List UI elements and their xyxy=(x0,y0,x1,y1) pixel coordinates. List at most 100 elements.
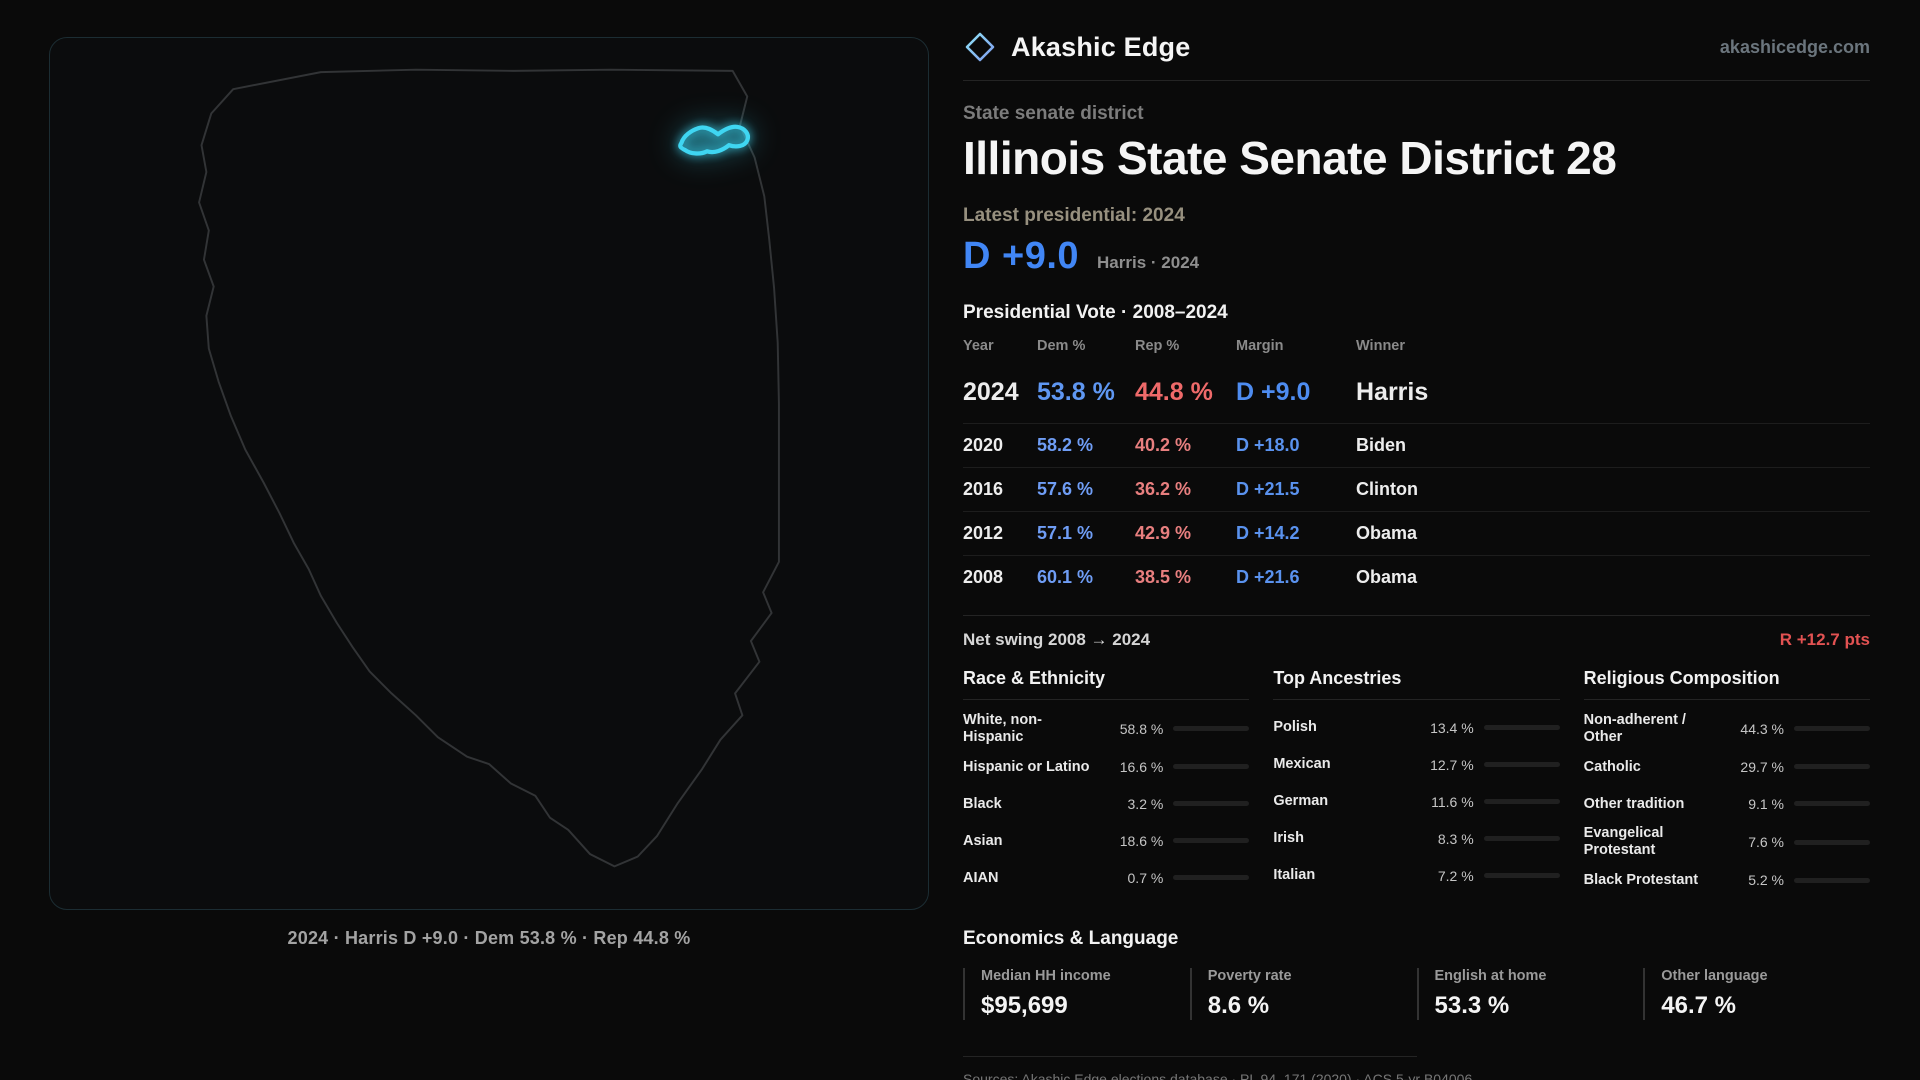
demo-bar xyxy=(1483,836,1560,841)
demo-bar xyxy=(1483,725,1560,730)
footer-divider xyxy=(963,1055,1417,1057)
year-cell: 2008 xyxy=(963,567,1004,587)
demo-row: Italian 7.2 % xyxy=(1273,860,1560,891)
dem-cell: 57.1 % xyxy=(1037,523,1094,543)
demo-bar xyxy=(1794,839,1870,845)
winner-cell: Biden xyxy=(1356,435,1407,455)
ancestries-panel: Top Ancestries Polish 13.4 % Mexican 12.… xyxy=(1273,668,1560,902)
margin-cell: D +9.0 xyxy=(1236,378,1311,406)
vote-table: Year Dem % Rep % Margin Winner 2024 53.8… xyxy=(963,338,1870,599)
rep-cell: 44.8 % xyxy=(1135,378,1213,406)
table-row-2020: 2020 58.2 % 40.2 % D +18.0 Biden xyxy=(963,424,1870,468)
demo-value: 12.7 % xyxy=(1430,756,1474,773)
demo-label: Italian xyxy=(1273,867,1316,884)
rep-cell: 40.2 % xyxy=(1135,435,1192,455)
table-row-2008: 2008 60.1 % 38.5 % D +21.6 Obama xyxy=(963,556,1870,599)
panel-title: Religious Composition xyxy=(1583,668,1870,700)
demo-bar xyxy=(1173,838,1250,844)
table-row-2016: 2016 57.6 % 36.2 % D +21.5 Clinton xyxy=(963,468,1870,512)
demo-value: 0.7 % xyxy=(1127,869,1164,886)
margin-cell: D +21.5 xyxy=(1236,479,1300,499)
race-ethnicity-panel: Race & Ethnicity White, non-Hispanic 58.… xyxy=(963,668,1250,902)
col-year: Year xyxy=(963,338,994,354)
stat-value: 53.3 % xyxy=(1434,991,1510,1019)
demo-label: Non-adherent / Other xyxy=(1583,712,1686,745)
brand-domain-link[interactable]: akashicedge.com xyxy=(1719,36,1870,57)
stat-value: $95,699 xyxy=(981,991,1068,1019)
table-bottom-divider xyxy=(963,615,1870,616)
brand-name: Akashic Edge xyxy=(1011,31,1191,62)
vote-table-title: Presidential Vote · 2008–2024 xyxy=(963,302,1228,323)
demo-row: Black 3.2 % xyxy=(963,788,1250,819)
demo-label: Other tradition xyxy=(1583,795,1685,812)
diamond-logo-icon xyxy=(965,32,995,62)
demo-value: 3.2 % xyxy=(1127,795,1164,812)
district-28-shape[interactable] xyxy=(678,124,750,156)
demo-label: AIAN xyxy=(963,869,999,886)
demo-bar xyxy=(1794,726,1870,732)
page-title: Illinois State Senate District 28 xyxy=(963,132,1617,184)
demo-bar xyxy=(1794,764,1870,770)
demo-label: Irish xyxy=(1273,830,1304,847)
rep-cell: 36.2 % xyxy=(1135,479,1192,499)
winner-cell: Obama xyxy=(1356,567,1418,587)
panel-title: Race & Ethnicity xyxy=(963,668,1250,700)
illinois-map xyxy=(198,68,780,868)
demo-value: 29.7 % xyxy=(1740,758,1784,775)
demo-bar xyxy=(1483,873,1560,878)
demo-value: 44.3 % xyxy=(1740,720,1784,737)
demo-value: 16.6 % xyxy=(1119,758,1164,775)
stat-value: 8.6 % xyxy=(1207,991,1270,1019)
stat-label: Poverty rate xyxy=(1207,967,1292,984)
winner-cell: Obama xyxy=(1356,523,1418,543)
sources-text: Sources: Akashic Edge elections database… xyxy=(963,1070,1473,1080)
table-row-2024: 2024 53.8 % 44.8 % D +9.0 Harris xyxy=(963,364,1870,424)
col-margin: Margin xyxy=(1236,338,1284,354)
stat-value: 46.7 % xyxy=(1661,991,1736,1019)
net-swing-value: R +12.7 pts xyxy=(1779,630,1870,649)
table-row-2012: 2012 57.1 % 42.9 % D +14.2 Obama xyxy=(963,512,1870,556)
footer: Sources: Akashic Edge elections database… xyxy=(963,1055,1870,1080)
dem-cell: 60.1 % xyxy=(1037,567,1094,587)
demo-value: 11.6 % xyxy=(1431,793,1474,810)
demo-bar xyxy=(1794,877,1870,883)
vote-table-header: Year Dem % Rep % Margin Winner xyxy=(963,338,1870,364)
demo-row: Asian 18.6 % xyxy=(963,825,1250,856)
winner-cell: Clinton xyxy=(1356,479,1418,499)
net-swing-row: Net swing 2008 → 2024 R +12.7 pts xyxy=(963,630,1870,650)
demo-label: White, non-Hispanic xyxy=(963,712,1042,745)
map-column: 2024 · Harris D +9.0 · Dem 53.8 % · Rep … xyxy=(0,0,929,1080)
year-cell: 2016 xyxy=(963,479,1004,499)
demo-row: Irish 8.3 % xyxy=(1273,823,1560,854)
demo-row: Black Protestant 5.2 % xyxy=(1584,865,1870,896)
header-divider xyxy=(963,80,1870,81)
demo-value: 58.8 % xyxy=(1119,720,1164,737)
dem-cell: 53.8 % xyxy=(1037,378,1115,406)
net-swing-label: Net swing 2008 → 2024 xyxy=(963,630,1151,649)
demo-value: 7.2 % xyxy=(1437,867,1474,884)
demo-value: 5.2 % xyxy=(1748,872,1784,889)
demo-bar xyxy=(1173,764,1250,770)
demo-value: 7.6 % xyxy=(1748,834,1784,851)
content-column: Akashic Edge akashicedge.com State senat… xyxy=(929,0,1920,1080)
demo-label: Evangelical Protestant xyxy=(1583,825,1664,859)
col-dem: Dem % xyxy=(1037,338,1086,354)
year-cell: 2024 xyxy=(963,378,1019,406)
stat-english-at-home: English at home 53.3 % xyxy=(1416,967,1644,1020)
headline-margin-row: D +9.0 Harris · 2024 xyxy=(963,235,1870,278)
demo-bar xyxy=(1483,762,1560,767)
economics-title: Economics & Language xyxy=(963,927,1179,949)
rep-cell: 42.9 % xyxy=(1135,523,1192,543)
stat-label: Median HH income xyxy=(981,967,1111,984)
district-kicker: State senate district xyxy=(963,103,1144,124)
state-map-panel xyxy=(49,37,929,910)
demo-label: Mexican xyxy=(1273,756,1331,773)
stat-poverty-rate: Poverty rate 8.6 % xyxy=(1189,967,1417,1020)
demo-label: German xyxy=(1273,793,1329,810)
demo-label: Polish xyxy=(1273,719,1317,736)
demo-row: Polish 13.4 % xyxy=(1273,712,1560,743)
demo-label: Asian xyxy=(963,832,1003,849)
religion-panel: Religious Composition Non-adherent / Oth… xyxy=(1583,668,1870,902)
demo-value: 18.6 % xyxy=(1119,832,1164,849)
